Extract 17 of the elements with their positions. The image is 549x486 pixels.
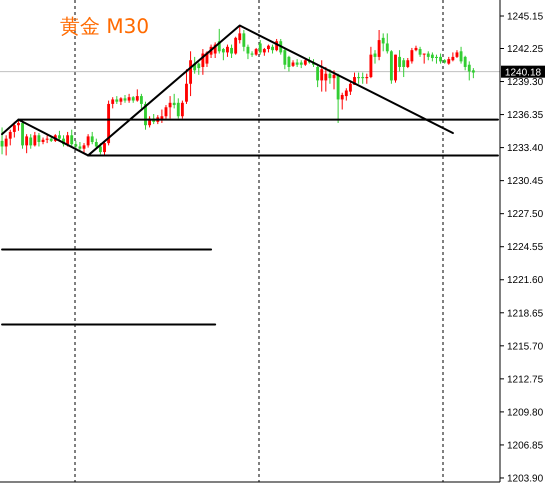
text: 黄金 M30	[60, 14, 150, 38]
y-tick-label: 1230.45	[507, 176, 544, 188]
y-tick-label: 1245.15	[507, 12, 544, 23]
y-tick-label: 1242.25	[507, 44, 544, 55]
y-tick-label: 1206.85	[507, 440, 544, 452]
y-tick-label: 1236.35	[507, 110, 544, 122]
y-tick-label: 1218.65	[507, 308, 544, 320]
y-tick-label: 1224.55	[507, 242, 544, 254]
ref-line-label: 1240.18	[504, 68, 542, 79]
y-tick-label: 1227.50	[507, 209, 544, 220]
y-tick-label: 1212.75	[507, 374, 544, 386]
y-tick-label: 1215.70	[507, 341, 544, 352]
y-tick-label: 1221.60	[507, 275, 544, 286]
y-tick-label: 1239.30	[507, 77, 544, 88]
y-tick-label: 1233.40	[507, 143, 544, 154]
y-tick-label: 1209.80	[507, 407, 544, 418]
y-tick-label: 1203.90	[507, 473, 544, 484]
